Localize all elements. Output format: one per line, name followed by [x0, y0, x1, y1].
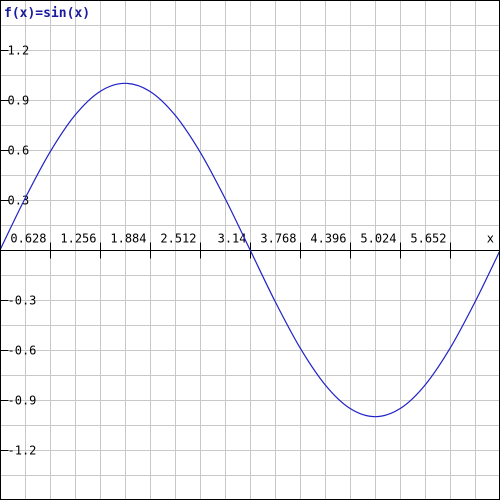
x-tick-label: 1.256: [60, 232, 96, 246]
y-tick-label: 1.2: [8, 44, 30, 58]
y-tick-label: -1.2: [8, 444, 37, 458]
series-line-sin: [0, 82, 500, 418]
y-tick-label: -0.6: [8, 344, 37, 358]
x-axis-label: x: [487, 232, 494, 246]
x-tick-label: 4.396: [310, 232, 346, 246]
x-tick-label: 5.024: [360, 232, 396, 246]
y-tick-label: 0.6: [8, 144, 30, 158]
x-tick-label: 5.652: [410, 232, 446, 246]
y-tick-label: 0.3: [8, 194, 30, 208]
x-tick-label: 1.884: [110, 232, 146, 246]
x-tick-label: 2.512: [160, 232, 196, 246]
y-tick-label: 0.9: [8, 94, 30, 108]
x-tick-label: 3.768: [260, 232, 296, 246]
y-tick-label: -0.3: [8, 294, 37, 308]
x-tick-label: 0.628: [10, 232, 46, 246]
x-tick-label: 3.14: [218, 232, 247, 246]
tick-labels: 0.628 1.256 1.884 2.512 3.14 3.768 4.396 5.024 5…: [8, 44, 447, 458]
y-tick-label: -0.9: [8, 394, 37, 408]
chart-title: f(x)=sin(x): [4, 6, 90, 21]
